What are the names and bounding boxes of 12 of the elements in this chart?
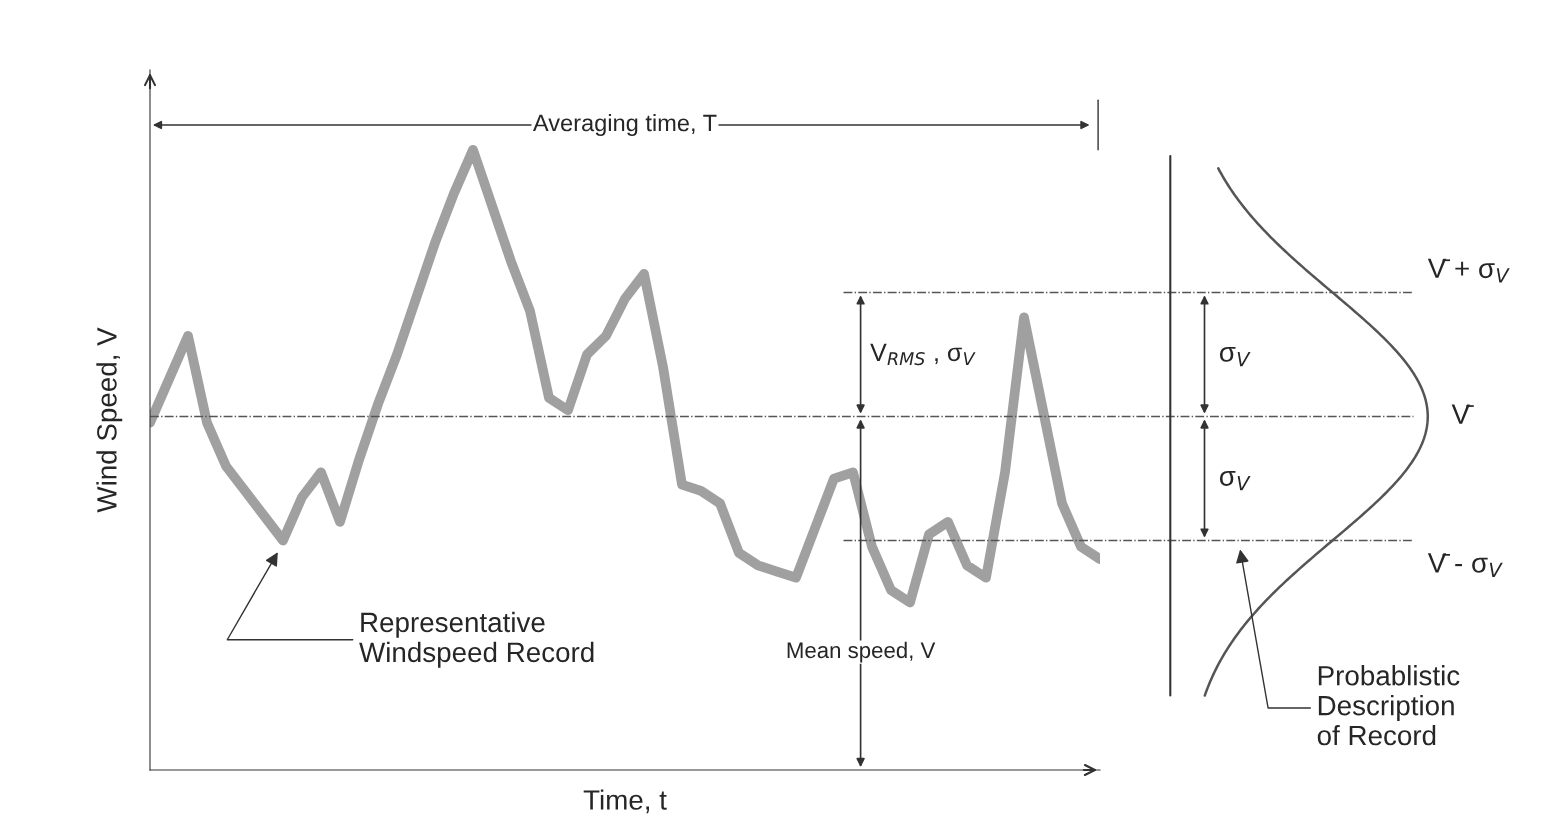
x-axis-title: Time, t bbox=[583, 789, 667, 814]
annotation: Representative Windspeed Record bbox=[359, 611, 594, 668]
annotation: Mean speed, V bbox=[787, 641, 936, 663]
text: Probablistic Description of Record bbox=[1317, 665, 1460, 746]
text: Averaging time, T bbox=[532, 113, 717, 136]
text: σ$_{V}$ bbox=[1219, 470, 1251, 491]
annotation: V$_{RMS}$ , σ$_{V}$ bbox=[870, 343, 976, 366]
ref-line-label: V̄ - σ$_{V}$ bbox=[1427, 553, 1503, 578]
ref-line-label: V̄ bbox=[1451, 404, 1474, 424]
ref-line-label: V̄ + σ$_{V}$ bbox=[1427, 258, 1510, 283]
y-axis-title: Wind Speed, V bbox=[96, 327, 123, 513]
text: σ$_{V}$ bbox=[1219, 346, 1251, 367]
